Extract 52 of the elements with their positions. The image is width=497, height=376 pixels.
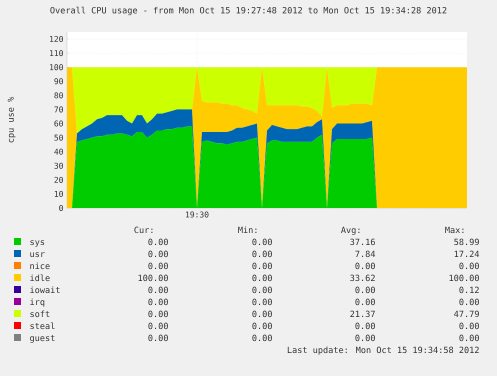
y-axis-title: cpu use % [8,96,16,142]
text: 0.00 [252,274,272,282]
text: 0.00 [252,262,272,270]
text: Avg: [341,226,360,235]
legend-label: steal [30,322,54,330]
text: 0.00 [148,250,168,258]
text: 0.00 [459,262,479,270]
text: 0.00 [252,250,272,258]
text: Cur: [134,226,152,234]
legend-label: guest [30,334,54,343]
text: Last update: Mon Oct 15 19:34:58 2012 [288,346,479,355]
text: 58.99 [454,238,479,246]
text: 47.79 [454,310,479,318]
text: Min: [238,226,256,233]
text: 33.62 [350,274,375,282]
text: 0.00 [459,322,479,330]
text: 0.00 [148,310,168,318]
text: 100.00 [450,274,479,282]
text: 0.00 [148,322,168,330]
text: 0.00 [252,238,272,246]
text: 21.37 [350,310,375,318]
text: 0.00 [148,298,168,306]
text: 0.00 [252,322,272,330]
chart-title: Overall CPU usage - from Mon Oct 15 19:27:48 2012 to Mon Oct 15 19:34:28 2012 [50,6,446,16]
text: 0.00 [252,310,272,318]
text: Max: [445,226,464,234]
legend-label: irq [30,298,44,307]
legend-label: soft [30,310,50,318]
legend-label: idle [30,274,50,282]
text: 0.00 [355,298,375,306]
text: 0.12 [459,286,479,294]
text: 17.24 [454,250,480,257]
text: 0.00 [355,286,375,294]
text: 100.00 [138,274,168,282]
text: 0.00 [148,334,168,342]
text: 0.00 [148,286,168,294]
text: 0.00 [355,334,375,342]
text: 0.00 [148,238,168,246]
text: 0.00 [148,262,168,270]
text: 0.00 [252,334,272,342]
legend-label: usr [30,252,45,258]
text: 0.00 [459,298,479,306]
text: 7.84 [355,250,376,258]
text: 0.00 [252,286,272,294]
legend-label: sys [30,240,44,247]
legend-label: iowait [30,286,60,294]
text: 0.00 [355,322,375,330]
text: 37.16 [350,238,375,246]
text: 0.00 [252,298,272,306]
text: 0.00 [459,334,479,342]
text: 0.00 [355,262,375,270]
legend-label: nice [30,262,50,270]
